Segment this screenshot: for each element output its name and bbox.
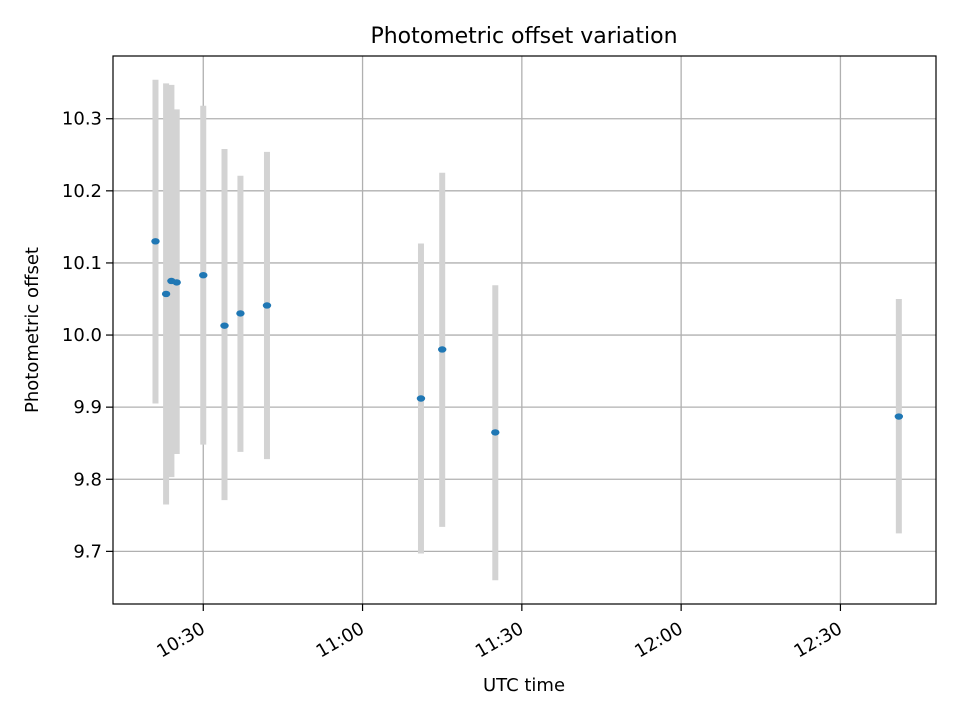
data-point <box>438 346 447 353</box>
data-point <box>236 310 245 317</box>
y-tick-label: 10.0 <box>62 325 102 346</box>
data-point <box>199 272 208 279</box>
data-points <box>151 238 904 436</box>
x-tick-label: 11:00 <box>313 618 368 662</box>
error-bars <box>152 79 902 581</box>
data-point <box>220 322 229 329</box>
x-tick-label: 11:30 <box>472 618 527 662</box>
y-tick-label: 10.3 <box>62 109 102 130</box>
x-tick-label: 12:00 <box>631 618 686 662</box>
data-point <box>416 395 426 402</box>
x-tick-label: 10:30 <box>153 618 208 662</box>
x-axis-label: UTC time <box>483 675 565 696</box>
y-axis-ticks: 9.7 9.8 9.9 10.0 10.1 10.2 10.3 <box>62 109 113 562</box>
data-point <box>151 238 160 245</box>
data-point <box>894 413 904 420</box>
data-point <box>491 429 500 436</box>
y-tick-label: 9.7 <box>73 541 102 562</box>
data-point <box>172 279 181 286</box>
x-tick-label: 12:30 <box>791 618 846 662</box>
plot-frame <box>112 55 937 605</box>
chart-title: Photometric offset variation <box>370 24 677 49</box>
x-axis-ticks: 10:30 11:00 11:30 12:00 12:30 <box>153 604 846 662</box>
data-point <box>161 290 171 298</box>
y-tick-label: 9.8 <box>73 469 102 490</box>
y-tick-label: 9.9 <box>73 397 102 418</box>
y-axis-label: Photometric offset <box>22 247 43 413</box>
grid <box>113 56 936 604</box>
data-point <box>262 302 272 309</box>
y-tick-label: 10.1 <box>62 253 102 274</box>
y-tick-label: 10.2 <box>62 181 102 202</box>
